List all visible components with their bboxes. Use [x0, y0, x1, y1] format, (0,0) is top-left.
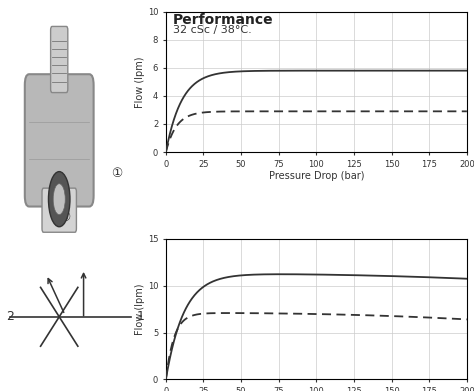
Text: ②: ②: [59, 211, 71, 224]
Text: Performance: Performance: [173, 13, 273, 27]
X-axis label: Pressure Drop (bar): Pressure Drop (bar): [269, 171, 364, 181]
FancyBboxPatch shape: [51, 27, 68, 93]
Circle shape: [48, 172, 70, 227]
Text: 32 cSc / 38°C.: 32 cSc / 38°C.: [173, 25, 252, 36]
Circle shape: [53, 184, 65, 215]
Legend: Port 2 to 1, Port 2 to 1: Port 2 to 1, Port 2 to 1: [230, 241, 403, 257]
Text: ①: ①: [111, 167, 122, 180]
FancyBboxPatch shape: [42, 188, 76, 232]
FancyBboxPatch shape: [25, 74, 93, 206]
Text: 1: 1: [137, 310, 145, 323]
Y-axis label: Flow (lpm): Flow (lpm): [135, 56, 145, 108]
Y-axis label: Flow (lpm): Flow (lpm): [135, 283, 145, 335]
Text: 2: 2: [6, 310, 14, 323]
